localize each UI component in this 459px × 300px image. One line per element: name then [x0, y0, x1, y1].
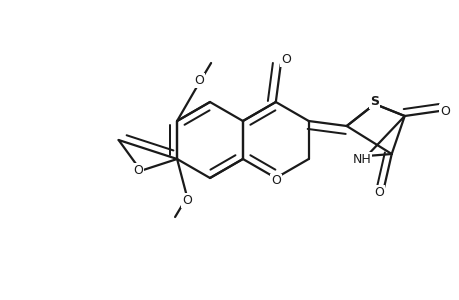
Text: O: O — [280, 52, 290, 65]
Text: O: O — [133, 164, 143, 177]
Text: O: O — [439, 104, 449, 118]
Text: S: S — [369, 94, 378, 107]
Text: NH: NH — [352, 152, 370, 166]
Text: O: O — [270, 175, 280, 188]
Text: O: O — [373, 185, 383, 199]
Text: O: O — [182, 194, 191, 206]
Text: O: O — [194, 74, 204, 86]
